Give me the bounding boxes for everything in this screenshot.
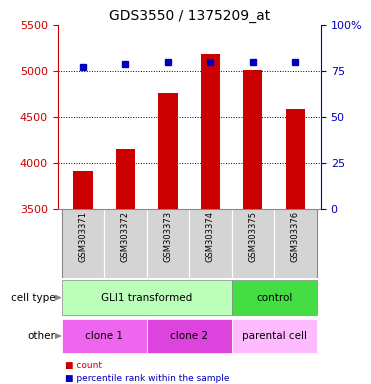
Title: GDS3550 / 1375209_at: GDS3550 / 1375209_at [109,8,270,23]
Bar [158,93,178,209]
Text: GSM303372: GSM303372 [121,211,130,262]
Bar [62,319,147,353]
Bar [116,149,135,209]
Text: clone 1: clone 1 [85,331,123,341]
Bar [243,70,263,209]
Bar [232,209,274,278]
Text: cell type: cell type [11,293,56,303]
Text: GLI1 transformed: GLI1 transformed [101,293,192,303]
Text: other: other [28,331,56,341]
Bar [147,209,189,278]
Bar [147,319,232,353]
Bar [232,319,317,353]
Bar [73,170,92,209]
Text: clone 2: clone 2 [170,331,208,341]
Bar [62,209,104,278]
Text: ■ count: ■ count [65,361,102,370]
Text: GSM303371: GSM303371 [79,211,88,262]
Bar [286,109,305,209]
Text: control: control [256,293,292,303]
Bar [104,209,147,278]
Bar [189,209,232,278]
Bar [274,209,317,278]
Text: GSM303375: GSM303375 [249,211,257,262]
Text: GSM303376: GSM303376 [291,211,300,263]
Bar [201,53,220,209]
Text: GSM303373: GSM303373 [164,211,173,263]
Text: ■ percentile rank within the sample: ■ percentile rank within the sample [65,374,229,383]
Bar [62,280,232,315]
Text: GSM303374: GSM303374 [206,211,215,262]
Bar [232,280,317,315]
Text: parental cell: parental cell [242,331,307,341]
